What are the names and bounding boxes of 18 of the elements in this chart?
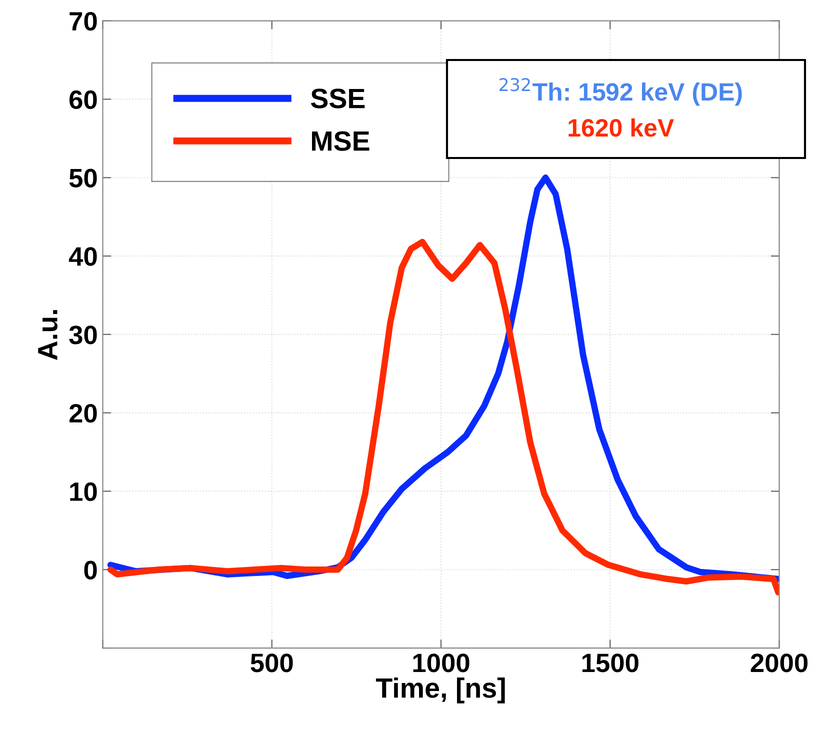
x-tick-label: 1000 <box>413 654 470 672</box>
x-axis-title: Time, [ns] <box>376 677 505 704</box>
legend-label: SSE <box>310 88 365 108</box>
y-tick-label: 10 <box>70 482 97 502</box>
y-tick-label: 70 <box>70 12 97 31</box>
y-axis-title: A.u. <box>38 310 58 360</box>
legend-label: MSE <box>312 131 370 151</box>
y-tick-label: 60 <box>70 90 97 110</box>
x-tick-label: 2000 <box>750 654 808 672</box>
y-tick-label: 30 <box>69 326 97 344</box>
y-tick-label: 20 <box>69 404 97 423</box>
annotation: $^{232}$Th: 1592 keV (DE) <box>500 78 742 106</box>
y-tick-label: 50 <box>69 168 97 188</box>
annotation: 1620 keV <box>568 118 674 137</box>
x-tick-label: 1500 <box>582 654 638 672</box>
y-tick-label: 0 <box>84 560 97 580</box>
x-tick-label: 500 <box>250 654 293 672</box>
y-tick-label: 40 <box>68 247 97 266</box>
